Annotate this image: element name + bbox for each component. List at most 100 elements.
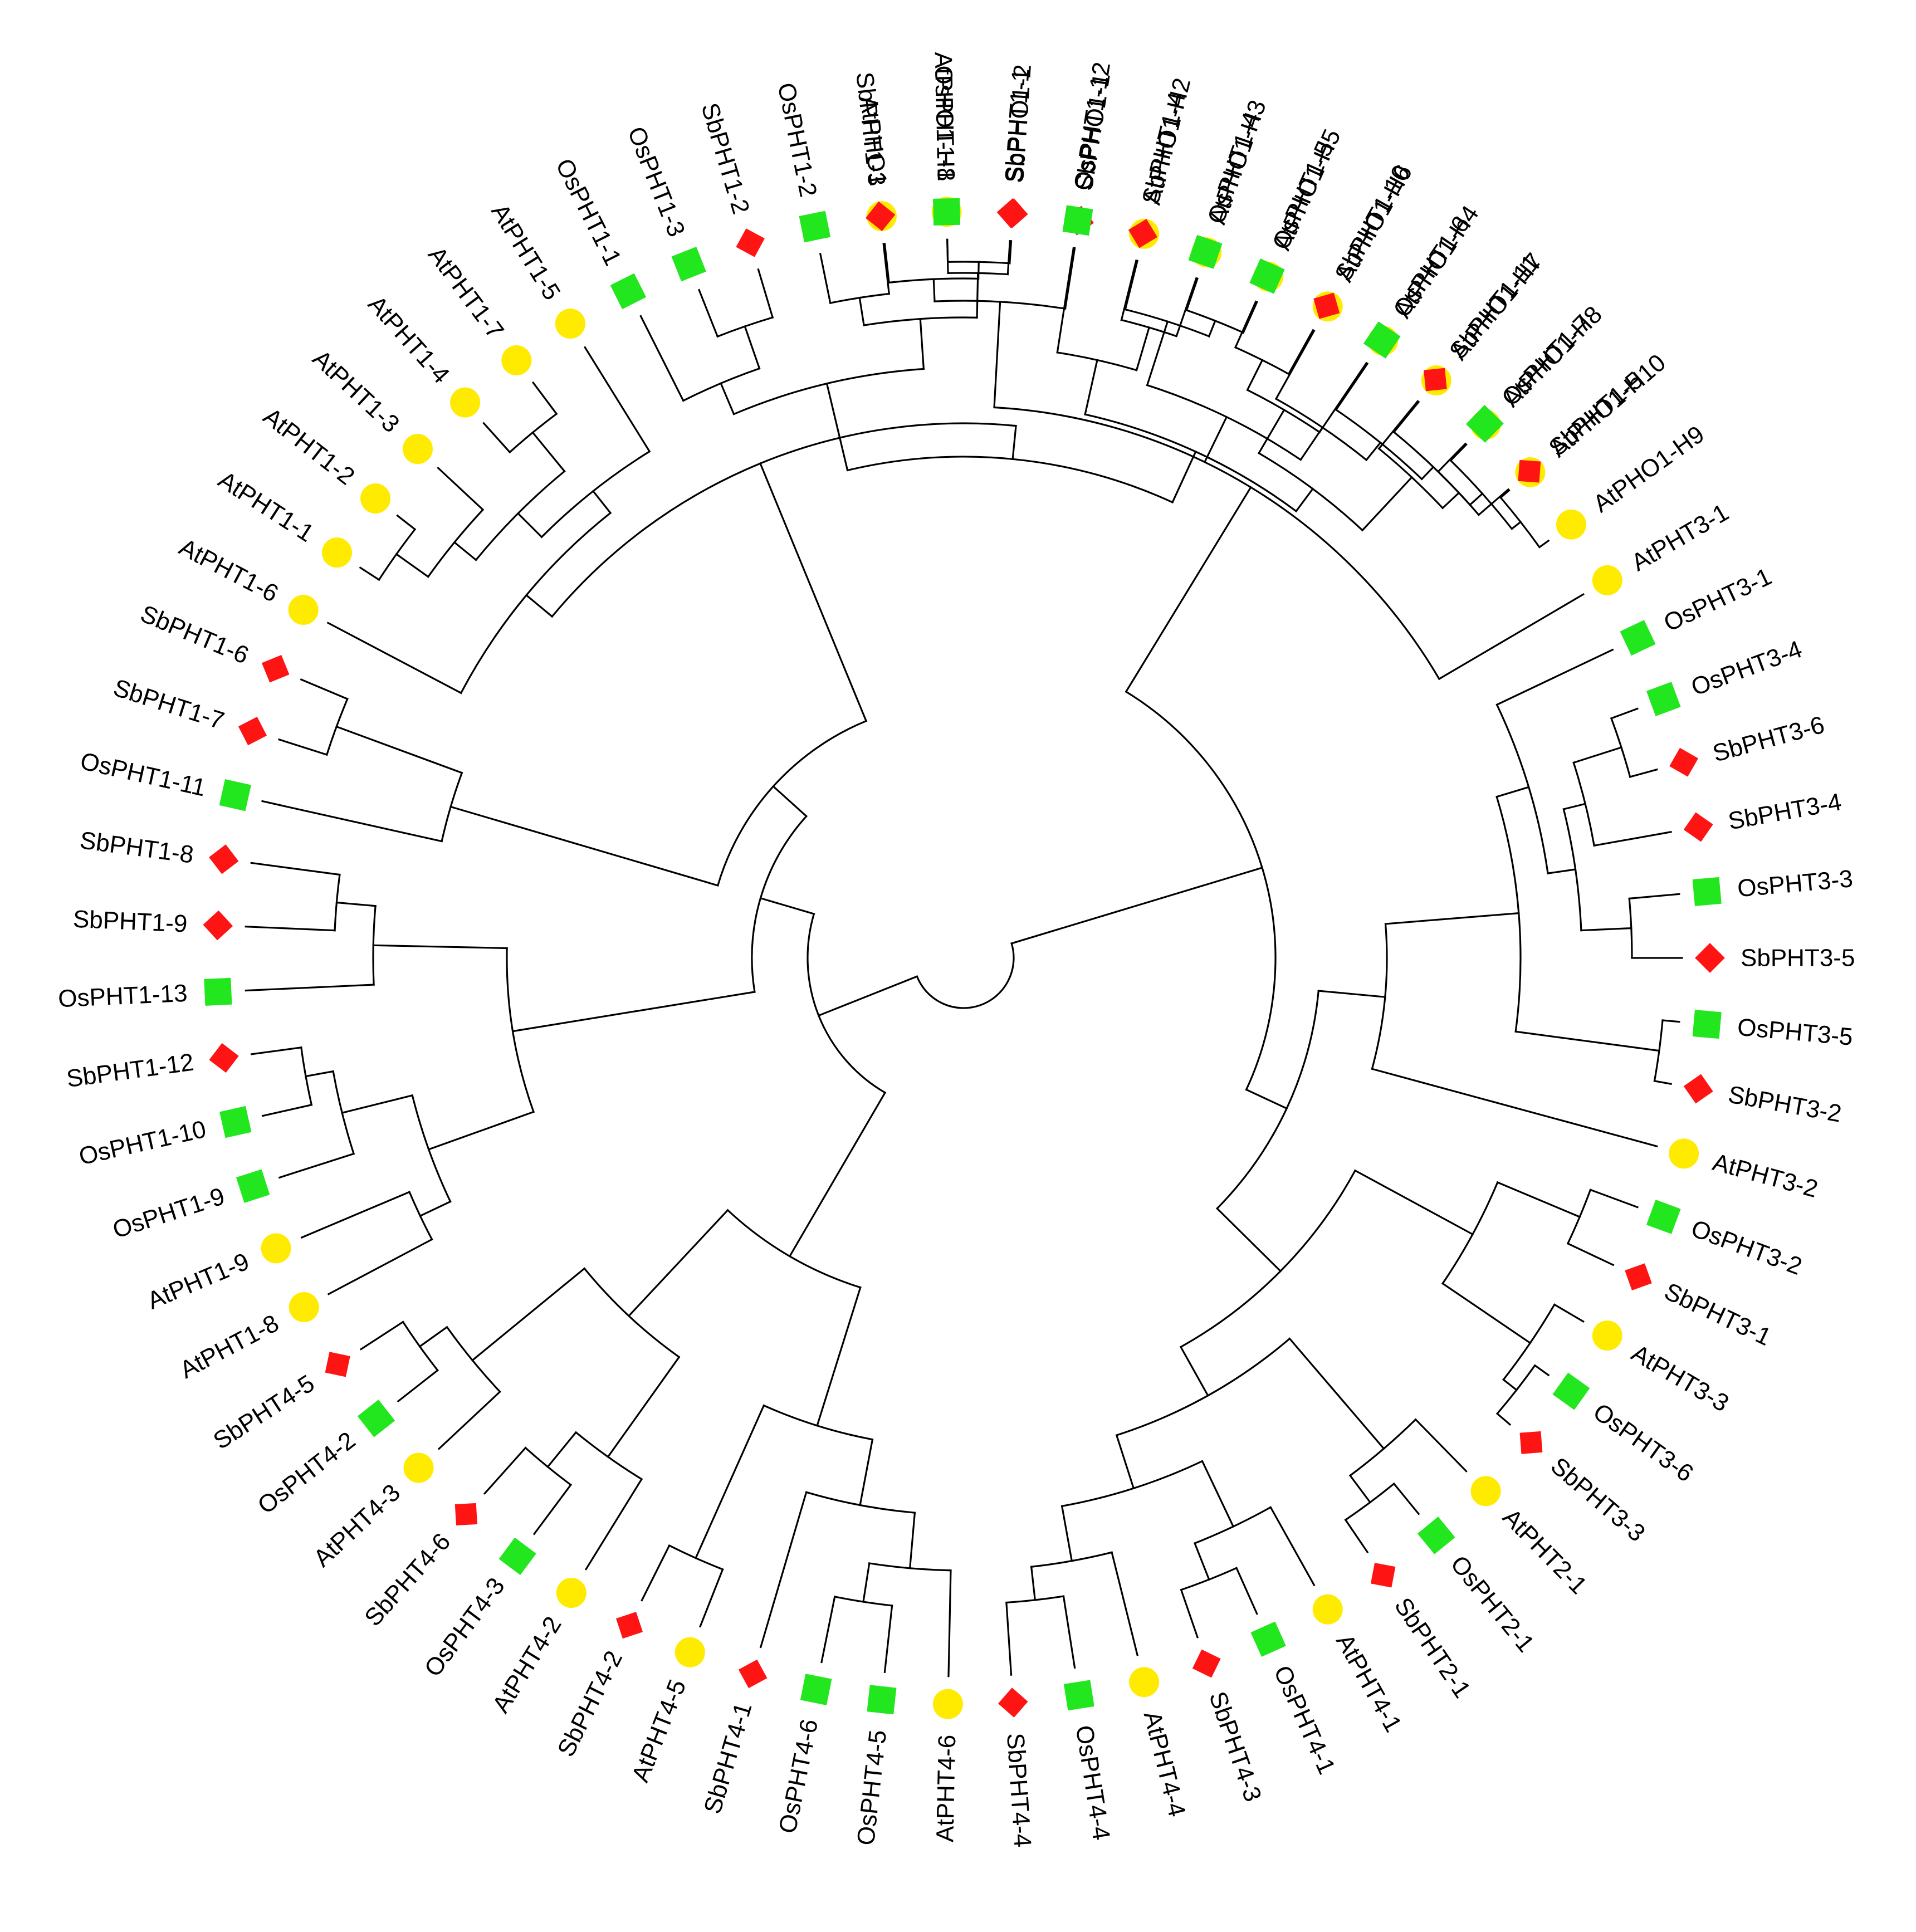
branch-arc [1436, 470, 1480, 516]
branch-line [1294, 487, 1314, 513]
branch-line [395, 552, 429, 578]
species-marker-square [671, 246, 706, 282]
branch-line [453, 541, 477, 561]
branch-arc [1610, 717, 1631, 778]
branch-arc [682, 367, 761, 402]
species-marker-diamond [1695, 943, 1725, 973]
branch-line [946, 238, 949, 274]
branch-line [1317, 990, 1386, 998]
branch-line [1553, 1303, 1585, 1323]
branch-line [1245, 1088, 1288, 1110]
branch-line [932, 278, 936, 302]
species-marker-circle [1669, 1138, 1699, 1169]
branch-line [483, 1446, 527, 1495]
branch-line [882, 243, 891, 295]
branch-line [1056, 247, 1075, 354]
branch-line [245, 984, 375, 992]
branch-line [817, 975, 918, 1017]
branch-line [482, 422, 511, 454]
branch-arc [846, 456, 1174, 504]
leaf-label: SbPHT3-2 [1726, 1081, 1844, 1128]
species-marker-diamond [454, 1503, 477, 1525]
branch-arc [1449, 459, 1513, 530]
branch-line [327, 1238, 433, 1295]
species-marker-square [1552, 1372, 1590, 1410]
species-marker-square [1063, 1680, 1094, 1711]
leaf-label: SbPHT4-6 [359, 1528, 456, 1632]
branch-line [1392, 400, 1420, 434]
branch-line [300, 1191, 411, 1239]
leaf-label: AtPHT4-4 [1138, 1709, 1191, 1819]
leaf-label: OsPHT3-2 [1688, 1215, 1806, 1280]
branch-line [1135, 326, 1151, 371]
branch-line [1629, 768, 1658, 778]
branch-line [1124, 260, 1139, 311]
species-marker-circle [556, 1578, 586, 1608]
branch-arc [1179, 1169, 1357, 1348]
leaf-label: OsPHT1-2 [772, 80, 822, 199]
branch-line [278, 738, 328, 756]
species-marker-diamond [1424, 368, 1447, 392]
branch-arc [716, 720, 868, 887]
branch-line [1005, 1601, 1013, 1676]
branch-arc [427, 508, 485, 578]
branch-arc [1495, 1364, 1537, 1415]
leaf-label: AtPHO1-H1 [930, 52, 960, 182]
branch-arc [807, 912, 887, 1094]
species-marker-diamond [1669, 747, 1699, 777]
branch-line [1318, 361, 1368, 434]
branch-line [516, 512, 543, 539]
branch-arc [1124, 308, 1210, 338]
branch-arc [508, 412, 558, 454]
branch-line [261, 1103, 313, 1117]
branch-arc [888, 277, 980, 284]
species-marker-circle [501, 345, 532, 376]
branch-line [699, 1568, 724, 1628]
branch-line [1180, 1588, 1199, 1638]
branch-arc [933, 300, 1067, 310]
leaf-label: SbPHT1-11 [1444, 250, 1545, 365]
branch-arc [550, 422, 1017, 618]
branch-line [1115, 1434, 1135, 1490]
branch-arc [1234, 346, 1290, 375]
branch-arc [751, 815, 808, 993]
leaf-label: AtPHT1-6 [175, 534, 283, 608]
branch-arc [1215, 990, 1320, 1210]
branch-arc [1566, 1188, 1592, 1245]
species-marker-diamond [1625, 1263, 1652, 1290]
branch-line [1562, 803, 1587, 810]
branch-line [335, 901, 377, 907]
branch-arc [716, 316, 774, 338]
species-marker-square [1646, 682, 1681, 716]
branch-line [418, 1326, 448, 1348]
branch-line [1538, 539, 1550, 549]
species-marker-square [357, 1400, 395, 1437]
branch-line [471, 1267, 586, 1362]
branch-arc [1502, 1303, 1556, 1381]
leaf-label: SbPHT4-3 [1204, 1688, 1267, 1805]
leaf-label: AtPHT3-2 [1710, 1148, 1821, 1203]
branch-line [372, 944, 508, 950]
branch-line [250, 1046, 302, 1055]
branch-line [1392, 1482, 1420, 1515]
branch-arc [475, 469, 566, 561]
branch-arc [1056, 351, 1138, 371]
branch-arc [726, 1209, 862, 1289]
leaf-label: SbPHT4-1 [699, 1699, 757, 1817]
branch-arc [1084, 413, 1298, 513]
branch-line [1120, 259, 1137, 321]
branch-line [1274, 329, 1316, 400]
branch-line [1353, 1169, 1474, 1236]
branch-arc [1441, 1181, 1499, 1285]
branch-line [341, 1094, 414, 1114]
branch-line [720, 382, 735, 415]
leaf-label: OsPHT1-5 [1267, 137, 1339, 254]
species-marker-diamond [203, 910, 233, 941]
leaf-label: OsPHT4-6 [774, 1717, 823, 1836]
species-marker-square [1620, 620, 1656, 656]
species-marker-diamond [1518, 459, 1541, 483]
branch-line [1547, 868, 1577, 874]
species-marker-diamond [238, 716, 267, 746]
branch-line [1288, 1337, 1385, 1450]
